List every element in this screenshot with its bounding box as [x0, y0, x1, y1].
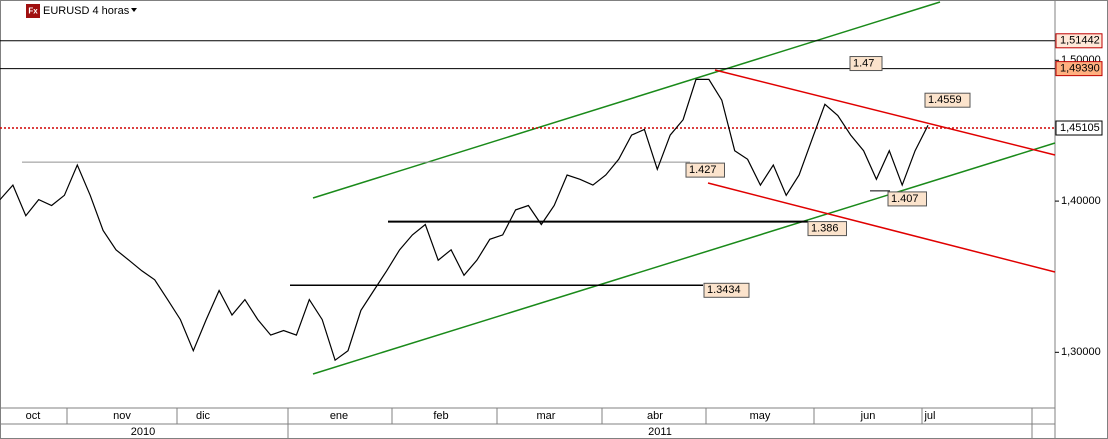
level-label: 1.4559 [928, 94, 962, 106]
year-label: 2010 [131, 426, 155, 438]
level-box [887, 191, 927, 207]
level-box [807, 221, 847, 237]
icon-text: Fx [28, 7, 38, 16]
level-label: 1.47 [853, 57, 874, 69]
price-box [1055, 33, 1103, 49]
level-box [685, 162, 725, 178]
price-box [1055, 61, 1103, 77]
x-tick-label: feb [433, 410, 448, 422]
x-tick-label: nov [113, 410, 131, 422]
price-label: 1,49390 [1060, 63, 1100, 75]
x-tick-label: oct [26, 410, 41, 422]
price-label: 1,45105 [1060, 122, 1100, 134]
level-box [924, 92, 971, 108]
chart-title: EURUSD 4 horas [43, 5, 130, 17]
x-tick-label: abr [647, 410, 663, 422]
trend-line [312, 1, 941, 199]
x-tick-label: dic [196, 410, 211, 422]
price-line-series [0, 78, 929, 362]
trend-line [312, 142, 1056, 375]
price-box [1055, 120, 1103, 136]
y-tick-label: 1,30000 [1061, 346, 1101, 358]
level-label: 1.386 [811, 223, 839, 235]
trend-line [714, 69, 1056, 156]
x-tick-label: jun [860, 410, 876, 422]
level-box [703, 282, 750, 298]
icon [26, 4, 40, 18]
x-tick-label: jul [923, 410, 935, 422]
level-label: 1.3434 [707, 284, 741, 296]
trend-line [707, 182, 1056, 273]
dropdown-arrow[interactable] [131, 8, 137, 12]
x-tick-label: ene [330, 410, 348, 422]
level-box [849, 56, 883, 72]
level-label: 1.407 [891, 193, 919, 205]
x-tick-label: may [750, 410, 771, 422]
y-tick-label: 1,40000 [1061, 195, 1101, 207]
x-tick-label: mar [537, 410, 556, 422]
price-label: 1,51442 [1060, 35, 1100, 47]
level-label: 1.427 [689, 164, 717, 176]
year-label: 2011 [648, 426, 672, 438]
